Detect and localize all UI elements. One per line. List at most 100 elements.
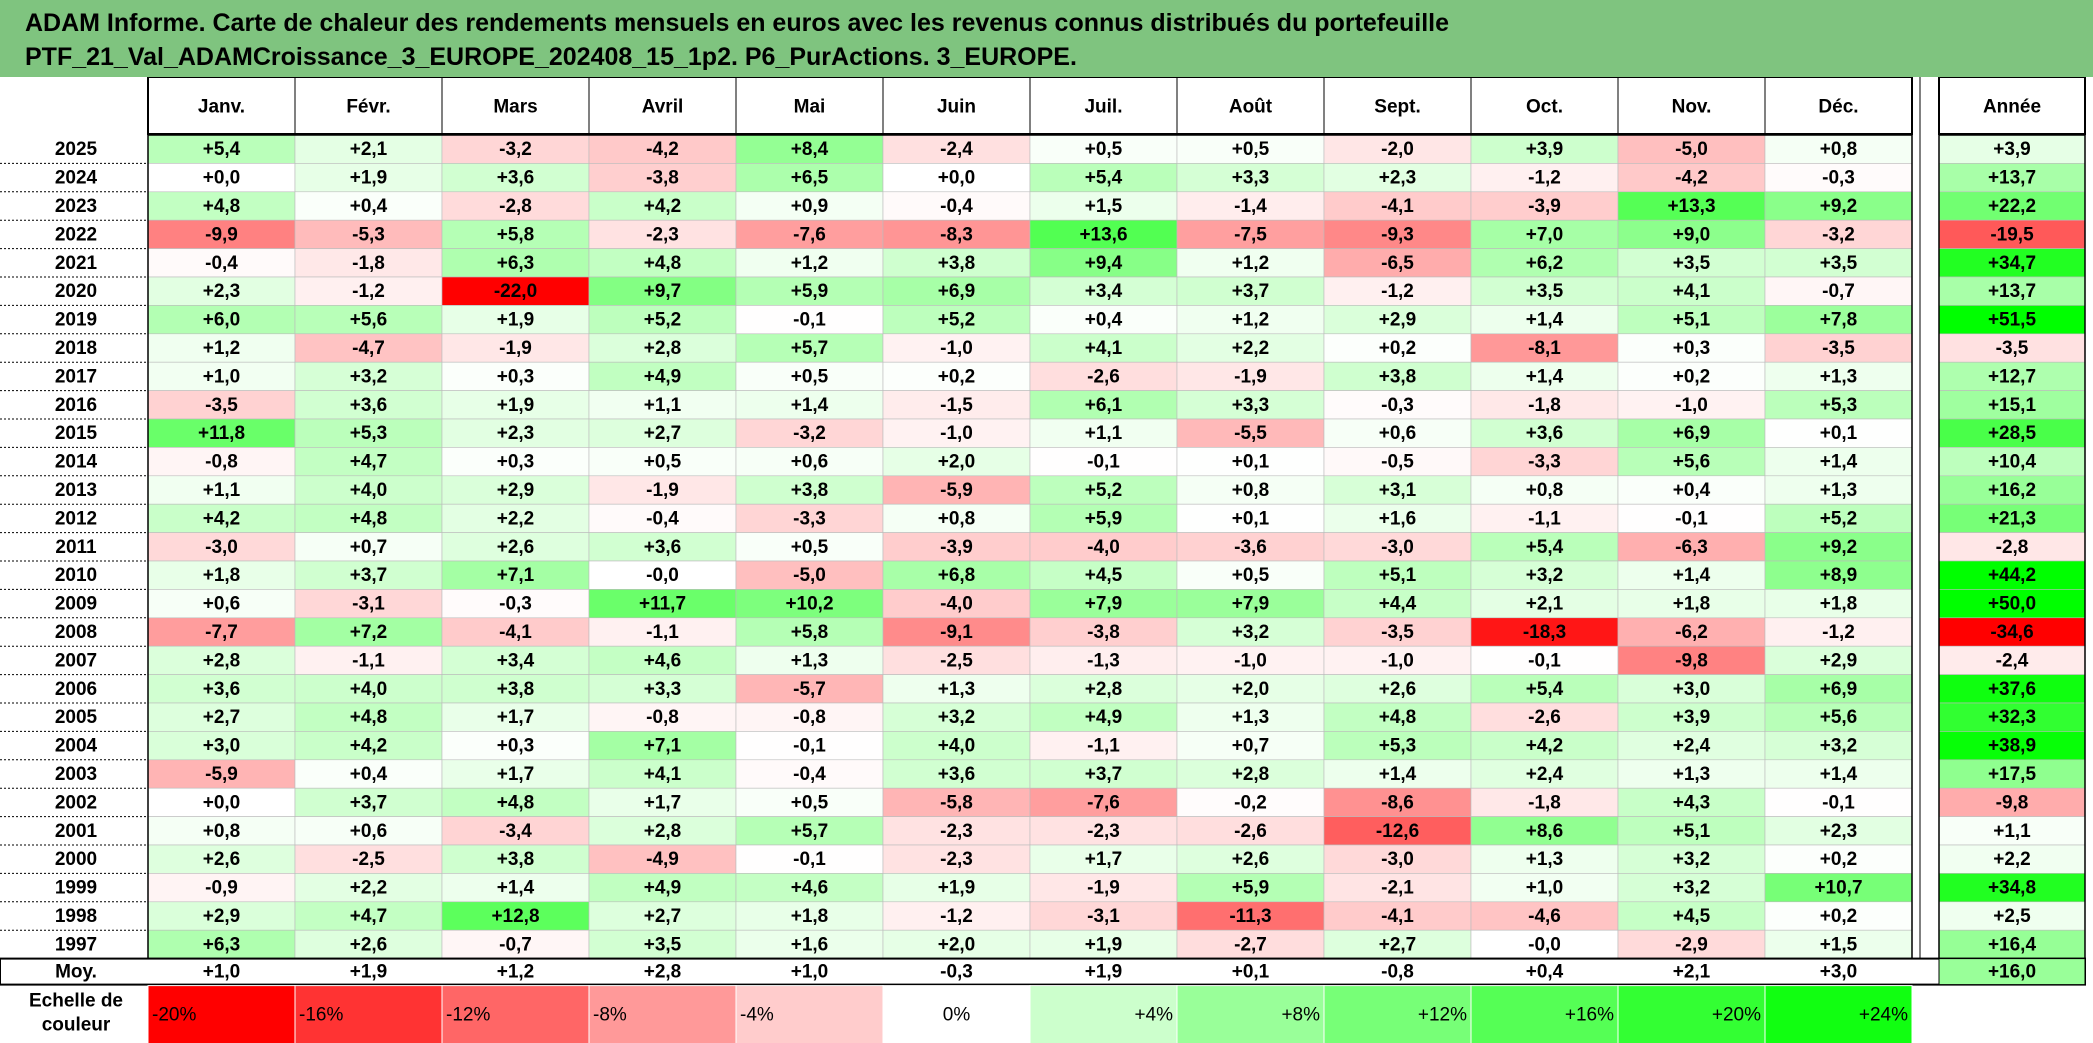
- heat-cell-value: -1,4: [1234, 196, 1267, 217]
- heat-cell-value: +1,2: [1232, 310, 1270, 331]
- heat-cell: [1176, 447, 1325, 477]
- heat-cell-value: +0,5: [1232, 565, 1270, 586]
- scale-swatch-label: +4%: [1134, 1005, 1173, 1026]
- heat-cell: [1617, 305, 1766, 335]
- heat-cell-value: +5,4: [1085, 168, 1123, 189]
- heat-cell-value: +1,6: [791, 934, 829, 955]
- row-label: 2001: [55, 821, 98, 842]
- row-label: 2006: [55, 679, 97, 700]
- heat-cell-value: +2,6: [350, 934, 388, 955]
- heat-cell: [1764, 475, 1913, 505]
- chart-title-line-1: ADAM Informe. Carte de chaleur des rende…: [25, 9, 1450, 37]
- heat-cell-value: +2,9: [1820, 650, 1858, 671]
- heat-cell-value: +4,8: [350, 508, 388, 529]
- heat-cell-value: +1,6: [1379, 508, 1417, 529]
- heat-cell: [147, 702, 296, 732]
- heat-cell-value: +3,5: [644, 934, 682, 955]
- heat-cell-value: +4,5: [1085, 565, 1123, 586]
- row-label: 2013: [55, 480, 97, 501]
- heat-cell-value: +6,3: [497, 253, 535, 274]
- heat-cell: [1323, 589, 1472, 619]
- heat-cell-value: +0,2: [938, 366, 976, 387]
- heat-cell-value: +3,8: [1379, 366, 1417, 387]
- heat-cell-value: -0,4: [940, 196, 973, 217]
- heat-cell-value: +1,9: [1085, 934, 1123, 955]
- heat-cell-value: -1,1: [1087, 736, 1120, 757]
- row-label: 2019: [55, 310, 97, 331]
- heat-cell-value: +1,1: [644, 395, 682, 416]
- heat-cell: [294, 759, 443, 789]
- scale-label-line-1: Echelle de: [29, 991, 123, 1012]
- heat-cell: [1176, 418, 1325, 448]
- year-header-frame: [1938, 77, 2086, 135]
- heat-cell: [1470, 787, 1619, 817]
- heat-cell-value: -3,9: [1528, 196, 1561, 217]
- heat-cell: [294, 702, 443, 732]
- heat-cell-value: +13,6: [1079, 224, 1127, 245]
- heat-cell-value: +6,8: [938, 565, 976, 586]
- scale-swatch: [735, 985, 884, 1043]
- row-label: 2015: [55, 423, 98, 444]
- heat-cell-value: +1,3: [1820, 480, 1858, 501]
- heat-cell-value: -3,1: [1087, 906, 1120, 927]
- heat-cell-value: +1,9: [350, 168, 388, 189]
- heat-cell-value: +3,2: [938, 707, 976, 728]
- heat-cell: [1176, 759, 1325, 789]
- heat-cell: [147, 503, 296, 533]
- heat-cell-value: +0,5: [1232, 139, 1270, 160]
- scale-label-line-2: couleur: [42, 1015, 111, 1036]
- heat-cell: [735, 759, 884, 789]
- heat-cell-value: +3,2: [1526, 565, 1564, 586]
- heat-cell: [1470, 873, 1619, 903]
- heat-cell-value: -1,9: [1087, 878, 1120, 899]
- heat-cell-value: +0,5: [791, 366, 829, 387]
- heat-cell-value: +3,6: [1526, 423, 1564, 444]
- average-row-label: Moy.: [55, 962, 97, 983]
- heat-cell-value: +4,2: [350, 736, 388, 757]
- scale-swatch: [1176, 985, 1325, 1043]
- heat-cell-value: +1,2: [203, 338, 241, 359]
- heat-cell-value: -1,1: [1528, 508, 1561, 529]
- heat-cell-value: -0,1: [1822, 792, 1855, 813]
- heat-cell: [1323, 276, 1472, 306]
- year-cell-value: +28,5: [1988, 423, 2037, 444]
- year-cell-value: +44,2: [1988, 565, 2036, 586]
- heat-cell-value: -1,1: [352, 650, 385, 671]
- heat-cell-value: +4,1: [1673, 281, 1711, 302]
- year-cell-value: -2,4: [1996, 650, 2029, 671]
- heat-cell-value: +3,3: [1232, 395, 1270, 416]
- heat-cell: [1617, 844, 1766, 874]
- heat-cell: [588, 248, 737, 278]
- heat-cell-value: +5,8: [791, 622, 829, 643]
- heat-cell-value: -7,6: [1087, 792, 1120, 813]
- heat-cell: [1470, 390, 1619, 420]
- heat-cell-value: -4,2: [646, 139, 679, 160]
- heat-cell-value: +3,7: [350, 565, 388, 586]
- scale-swatch-label: -16%: [299, 1005, 343, 1026]
- heat-cell: [882, 447, 1031, 477]
- heat-cell-value: +3,7: [1085, 764, 1123, 785]
- heat-cell-value: +0,2: [1379, 338, 1417, 359]
- heat-cell-value: -5,3: [352, 224, 385, 245]
- heat-cell-value: +0,4: [350, 196, 388, 217]
- year-cell-value: -9,8: [1996, 792, 2029, 813]
- heat-cell-value: +3,0: [203, 736, 241, 757]
- chart-title: ADAM Informe. Carte de chaleur des rende…: [0, 0, 2093, 77]
- heat-cell: [1617, 447, 1766, 477]
- row-label: 2021: [55, 253, 98, 274]
- heat-cell-value: +11,7: [639, 594, 686, 615]
- heat-cell-value: -2,6: [1087, 366, 1120, 387]
- heat-cell: [147, 418, 296, 448]
- heat-cell: [294, 873, 443, 903]
- average-value: +1,9: [350, 962, 388, 983]
- heat-cell: [882, 617, 1031, 647]
- heat-cell-value: +5,3: [1379, 736, 1417, 757]
- year-cell-value: +37,6: [1988, 679, 2036, 700]
- heat-cell-value: +1,4: [497, 878, 535, 899]
- heat-cell-value: +5,3: [1820, 395, 1858, 416]
- heat-cell-value: -0,8: [793, 707, 826, 728]
- year-cell-value: +34,8: [1988, 878, 2036, 899]
- heat-cell: [735, 390, 884, 420]
- heat-cell-value: +12,8: [491, 906, 539, 927]
- heat-cell: [1323, 191, 1472, 221]
